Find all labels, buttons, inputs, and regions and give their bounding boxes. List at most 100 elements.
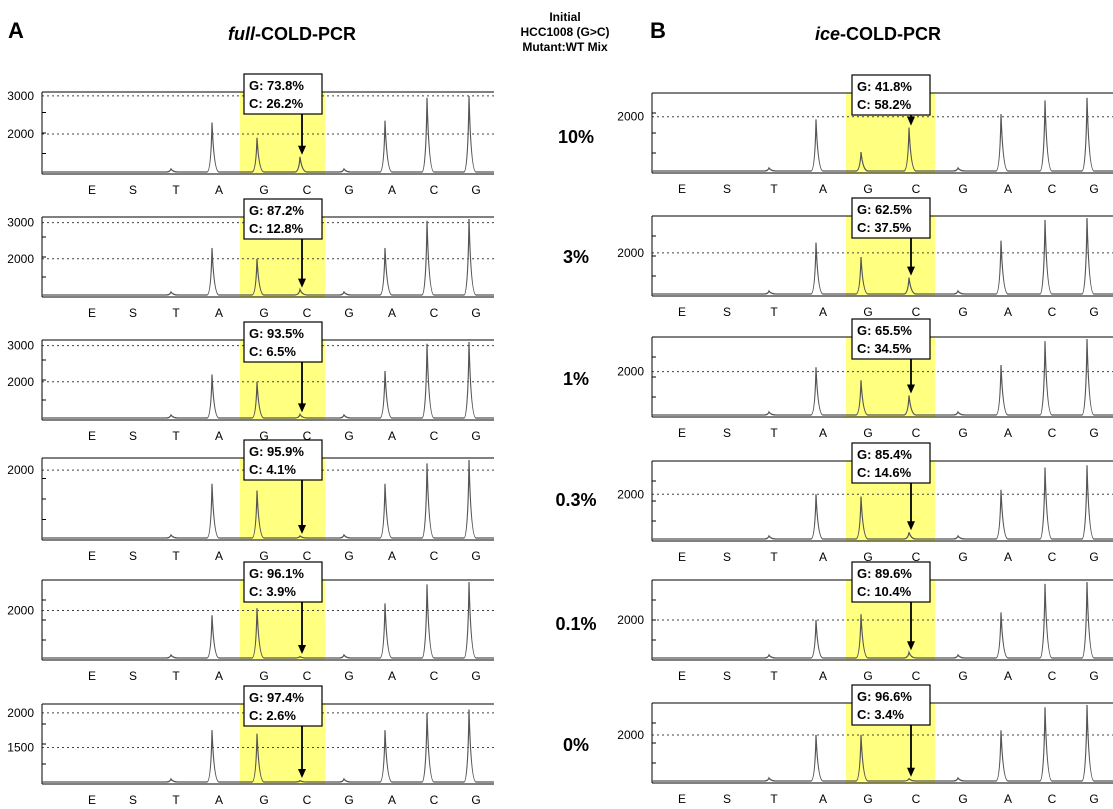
- c-percent-label: C: 2.6%: [249, 708, 296, 723]
- panel-a-title-rest: -COLD-PCR: [255, 24, 356, 44]
- base-label: C: [430, 549, 439, 563]
- base-label: C: [1048, 182, 1057, 196]
- y-tick-label: 2000: [7, 252, 34, 266]
- c-percent-label: C: 37.5%: [857, 220, 912, 235]
- base-label: T: [172, 793, 180, 807]
- base-label: T: [770, 792, 778, 806]
- c-percent-label: C: 26.2%: [249, 96, 304, 111]
- base-label: A: [215, 793, 223, 807]
- base-label: C: [430, 429, 439, 443]
- base-label: T: [770, 426, 778, 440]
- base-label: T: [172, 549, 180, 563]
- base-label: C: [303, 549, 312, 563]
- base-label: C: [912, 182, 921, 196]
- base-label: C: [430, 669, 439, 683]
- panel-a-title-italic: full: [228, 24, 255, 44]
- g-percent-label: G: 89.6%: [857, 566, 912, 581]
- base-label: C: [303, 306, 312, 320]
- percent-label-box: [243, 685, 323, 727]
- base-label: A: [215, 549, 223, 563]
- base-label: S: [129, 669, 137, 683]
- base-label: C: [430, 183, 439, 197]
- base-label: G: [471, 183, 480, 197]
- base-label: A: [388, 669, 396, 683]
- y-tick-label: 2000: [617, 365, 644, 379]
- y-tick-label: 3000: [7, 339, 34, 353]
- base-label: G: [344, 183, 353, 197]
- g-percent-label: G: 62.5%: [857, 202, 912, 217]
- panel-b-title: ice-COLD-PCR: [815, 24, 941, 45]
- arrow-head: [298, 524, 306, 534]
- g-percent-label: G: 96.1%: [249, 566, 304, 581]
- base-label: G: [863, 426, 872, 440]
- base-label: A: [215, 183, 223, 197]
- base-label: A: [1004, 182, 1012, 196]
- base-label: G: [1089, 182, 1098, 196]
- base-label: C: [912, 792, 921, 806]
- y-tick-label: 3000: [7, 89, 34, 103]
- arrow-head: [907, 384, 915, 394]
- base-label: A: [819, 305, 827, 319]
- base-label: C: [912, 426, 921, 440]
- base-label: E: [88, 429, 96, 443]
- base-label: S: [129, 549, 137, 563]
- panel-b-title-italic: ice: [815, 24, 841, 44]
- base-label: A: [215, 306, 223, 320]
- base-label: G: [863, 792, 872, 806]
- base-label: T: [770, 669, 778, 683]
- sequence-trace: [652, 581, 1113, 659]
- g-percent-label: G: 97.4%: [249, 690, 304, 705]
- base-label: G: [863, 182, 872, 196]
- y-tick-label: 2000: [7, 127, 34, 141]
- c-percent-label: C: 4.1%: [249, 462, 296, 477]
- y-tick-label: 2000: [617, 487, 644, 501]
- base-label: C: [912, 669, 921, 683]
- base-label: G: [958, 550, 967, 564]
- base-label: S: [723, 305, 731, 319]
- base-label: C: [912, 550, 921, 564]
- sequence-trace: [652, 465, 1113, 540]
- base-label: E: [88, 669, 96, 683]
- base-label: A: [215, 429, 223, 443]
- base-label: A: [388, 183, 396, 197]
- base-label: A: [1004, 669, 1012, 683]
- base-label: S: [129, 306, 137, 320]
- base-label: G: [958, 792, 967, 806]
- base-label: T: [770, 182, 778, 196]
- y-tick-label: 2000: [617, 613, 644, 627]
- base-label: A: [215, 669, 223, 683]
- y-tick-label: 2000: [7, 706, 34, 720]
- base-label: E: [678, 792, 686, 806]
- sequence-trace: [42, 581, 494, 659]
- mix-percent: 0.1%: [555, 614, 597, 634]
- base-label: A: [388, 306, 396, 320]
- arrow-head: [298, 278, 306, 288]
- base-label: E: [88, 549, 96, 563]
- base-label: E: [88, 793, 96, 807]
- base-label: A: [388, 793, 396, 807]
- sequence-trace: [42, 95, 494, 173]
- arrow-head: [907, 521, 915, 531]
- g-percent-label: G: 96.6%: [857, 689, 912, 704]
- mix-header-line: HCC1008 (G>C): [520, 25, 610, 39]
- base-label: G: [344, 669, 353, 683]
- arrow-head: [298, 403, 306, 413]
- sequence-trace: [652, 217, 1113, 295]
- mix-header: Initial HCC1008 (G>C) Mutant:WT Mix: [490, 10, 640, 55]
- arrow-head: [298, 645, 306, 654]
- sequence-trace: [652, 338, 1113, 416]
- base-label: G: [259, 183, 268, 197]
- mix-percent: 3%: [562, 247, 589, 267]
- base-label: E: [678, 550, 686, 564]
- base-label: G: [344, 793, 353, 807]
- base-label: A: [1004, 792, 1012, 806]
- y-tick-label: 2000: [7, 375, 34, 389]
- base-label: G: [958, 669, 967, 683]
- c-percent-label: C: 6.5%: [249, 344, 296, 359]
- mix-percent: 0%: [562, 735, 589, 755]
- base-label: G: [344, 429, 353, 443]
- base-label: A: [1004, 550, 1012, 564]
- base-label: S: [129, 183, 137, 197]
- base-label: E: [678, 305, 686, 319]
